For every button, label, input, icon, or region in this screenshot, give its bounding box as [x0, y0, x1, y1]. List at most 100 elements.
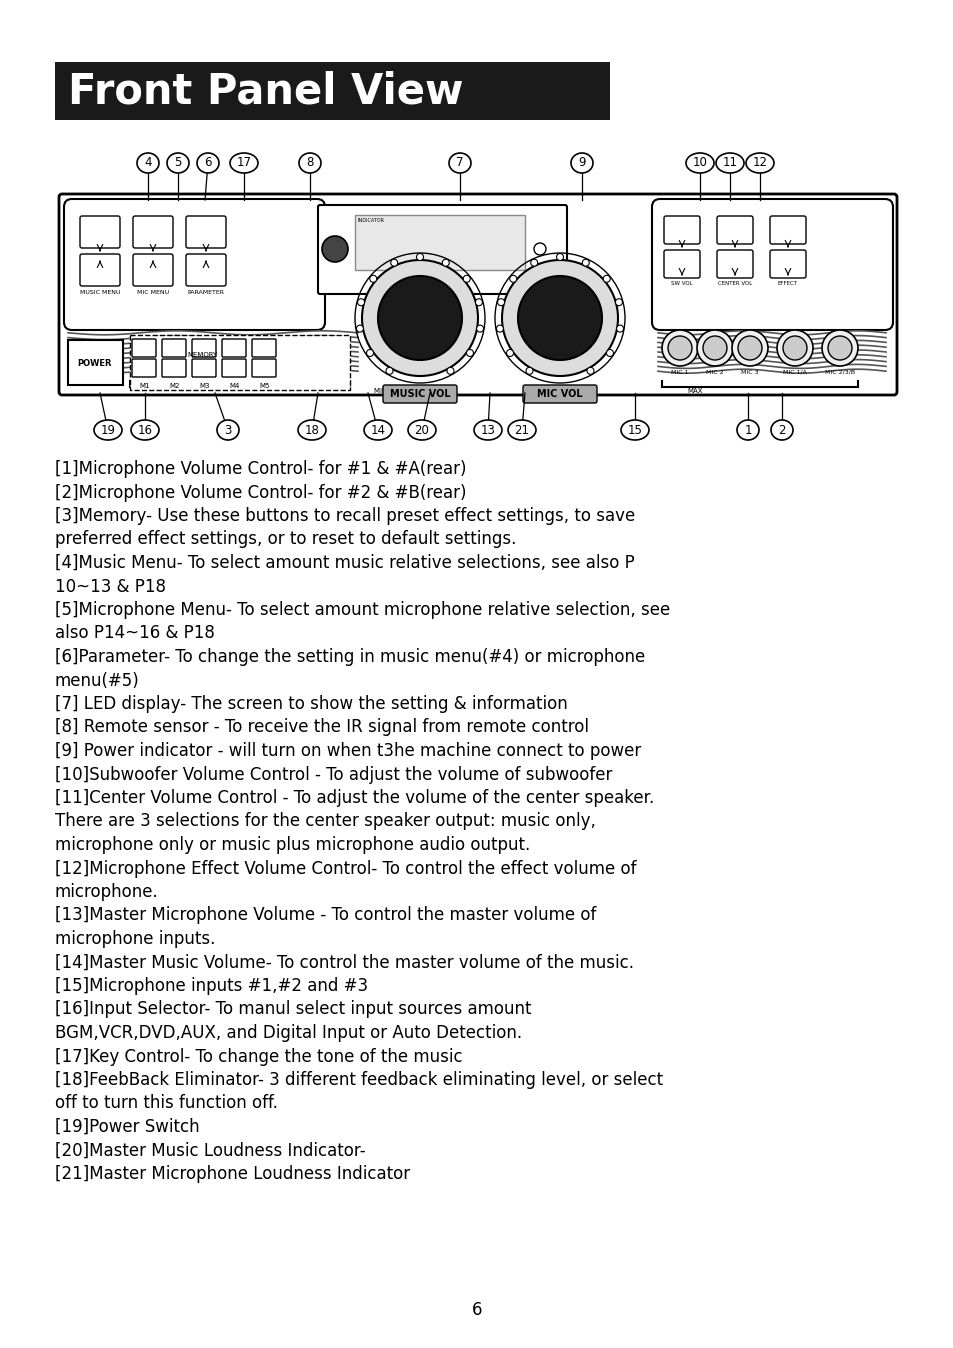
FancyBboxPatch shape [222, 359, 246, 377]
Circle shape [463, 275, 470, 282]
Text: MAX: MAX [686, 388, 702, 394]
Text: MIC 2: MIC 2 [705, 369, 723, 375]
Circle shape [586, 367, 594, 375]
Text: 2: 2 [778, 423, 785, 437]
FancyBboxPatch shape [80, 253, 120, 286]
Circle shape [556, 253, 563, 260]
Text: [10]Subwoofer Volume Control - To adjust the volume of subwoofer: [10]Subwoofer Volume Control - To adjust… [55, 766, 612, 783]
Ellipse shape [716, 154, 743, 173]
Text: [20]Master Music Loudness Indicator-: [20]Master Music Loudness Indicator- [55, 1142, 365, 1159]
Circle shape [506, 349, 513, 356]
Text: BGM,VCR,DVD,AUX, and Digital Input or Auto Detection.: BGM,VCR,DVD,AUX, and Digital Input or Au… [55, 1024, 521, 1042]
Circle shape [356, 325, 363, 332]
Ellipse shape [770, 421, 792, 439]
Circle shape [466, 349, 473, 356]
Text: 9: 9 [578, 156, 585, 170]
Ellipse shape [474, 421, 501, 439]
Text: INDICATOR: INDICATOR [357, 218, 385, 222]
Text: M5: M5 [259, 383, 270, 390]
Ellipse shape [737, 421, 759, 439]
Text: microphone inputs.: microphone inputs. [55, 930, 215, 948]
Text: [16]Input Selector- To manul select input sources amount: [16]Input Selector- To manul select inpu… [55, 1000, 531, 1019]
Circle shape [827, 336, 851, 360]
Text: MIC 1/A: MIC 1/A [782, 369, 806, 375]
Text: 19: 19 [100, 423, 115, 437]
Text: MIN: MIN [543, 388, 556, 394]
Text: 5: 5 [174, 156, 181, 170]
Ellipse shape [216, 421, 239, 439]
Text: [7] LED display- The screen to show the setting & information: [7] LED display- The screen to show the … [55, 696, 567, 713]
Text: There are 3 selections for the center speaker output: music only,: There are 3 selections for the center sp… [55, 813, 596, 830]
Circle shape [606, 349, 613, 356]
FancyBboxPatch shape [717, 216, 752, 244]
Text: 4: 4 [144, 156, 152, 170]
Circle shape [442, 259, 449, 266]
FancyBboxPatch shape [769, 249, 805, 278]
Text: Front Panel View: Front Panel View [68, 70, 463, 112]
Circle shape [517, 276, 601, 360]
Ellipse shape [298, 154, 320, 173]
Ellipse shape [230, 154, 257, 173]
Text: [12]Microphone Effect Volume Control- To control the effect volume of: [12]Microphone Effect Volume Control- To… [55, 860, 636, 878]
Circle shape [702, 336, 726, 360]
Ellipse shape [685, 154, 713, 173]
Text: 11: 11 [721, 156, 737, 170]
Text: 20: 20 [415, 423, 429, 437]
Text: CENTER VOL: CENTER VOL [717, 280, 751, 286]
FancyBboxPatch shape [55, 62, 609, 120]
Circle shape [509, 275, 517, 282]
FancyBboxPatch shape [192, 359, 215, 377]
Circle shape [616, 325, 623, 332]
FancyBboxPatch shape [162, 359, 186, 377]
FancyBboxPatch shape [663, 216, 700, 244]
Text: 14: 14 [370, 423, 385, 437]
Circle shape [821, 330, 857, 367]
FancyBboxPatch shape [522, 386, 597, 403]
Text: 8: 8 [306, 156, 314, 170]
Text: 18: 18 [304, 423, 319, 437]
Ellipse shape [364, 421, 392, 439]
FancyBboxPatch shape [132, 253, 172, 286]
Circle shape [667, 336, 691, 360]
Text: 10: 10 [692, 156, 707, 170]
Circle shape [661, 330, 698, 367]
Ellipse shape [620, 421, 648, 439]
Circle shape [391, 259, 397, 266]
Text: M1: M1 [139, 383, 150, 390]
Circle shape [776, 330, 812, 367]
Circle shape [581, 259, 589, 266]
Ellipse shape [745, 154, 773, 173]
Circle shape [497, 299, 504, 306]
Text: MIC MENU: MIC MENU [137, 290, 169, 295]
Text: POWER: POWER [77, 359, 112, 368]
FancyBboxPatch shape [769, 216, 805, 244]
Circle shape [525, 367, 533, 375]
Circle shape [366, 349, 374, 356]
Text: MIC VOL: MIC VOL [537, 390, 582, 399]
Ellipse shape [167, 154, 189, 173]
FancyBboxPatch shape [59, 194, 896, 395]
Text: [8] Remote sensor - To receive the IR signal from remote control: [8] Remote sensor - To receive the IR si… [55, 718, 588, 736]
Text: MIN: MIN [373, 388, 386, 394]
FancyBboxPatch shape [132, 216, 172, 248]
Text: [17]Key Control- To change the tone of the music: [17]Key Control- To change the tone of t… [55, 1047, 462, 1065]
Circle shape [697, 330, 732, 367]
Circle shape [615, 299, 621, 306]
FancyBboxPatch shape [64, 200, 325, 330]
Text: 21: 21 [514, 423, 529, 437]
FancyBboxPatch shape [663, 249, 700, 278]
Text: M4: M4 [230, 383, 240, 390]
Text: MIC 1: MIC 1 [671, 369, 688, 375]
Text: 6: 6 [204, 156, 212, 170]
Text: microphone only or music plus microphone audio output.: microphone only or music plus microphone… [55, 836, 530, 855]
Ellipse shape [94, 421, 122, 439]
Ellipse shape [196, 154, 219, 173]
Ellipse shape [571, 154, 593, 173]
FancyBboxPatch shape [186, 216, 226, 248]
Text: 16: 16 [137, 423, 152, 437]
Circle shape [602, 275, 610, 282]
Text: PARAMETER: PARAMETER [188, 290, 224, 295]
Circle shape [731, 330, 767, 367]
FancyBboxPatch shape [132, 359, 156, 377]
FancyBboxPatch shape [252, 359, 275, 377]
